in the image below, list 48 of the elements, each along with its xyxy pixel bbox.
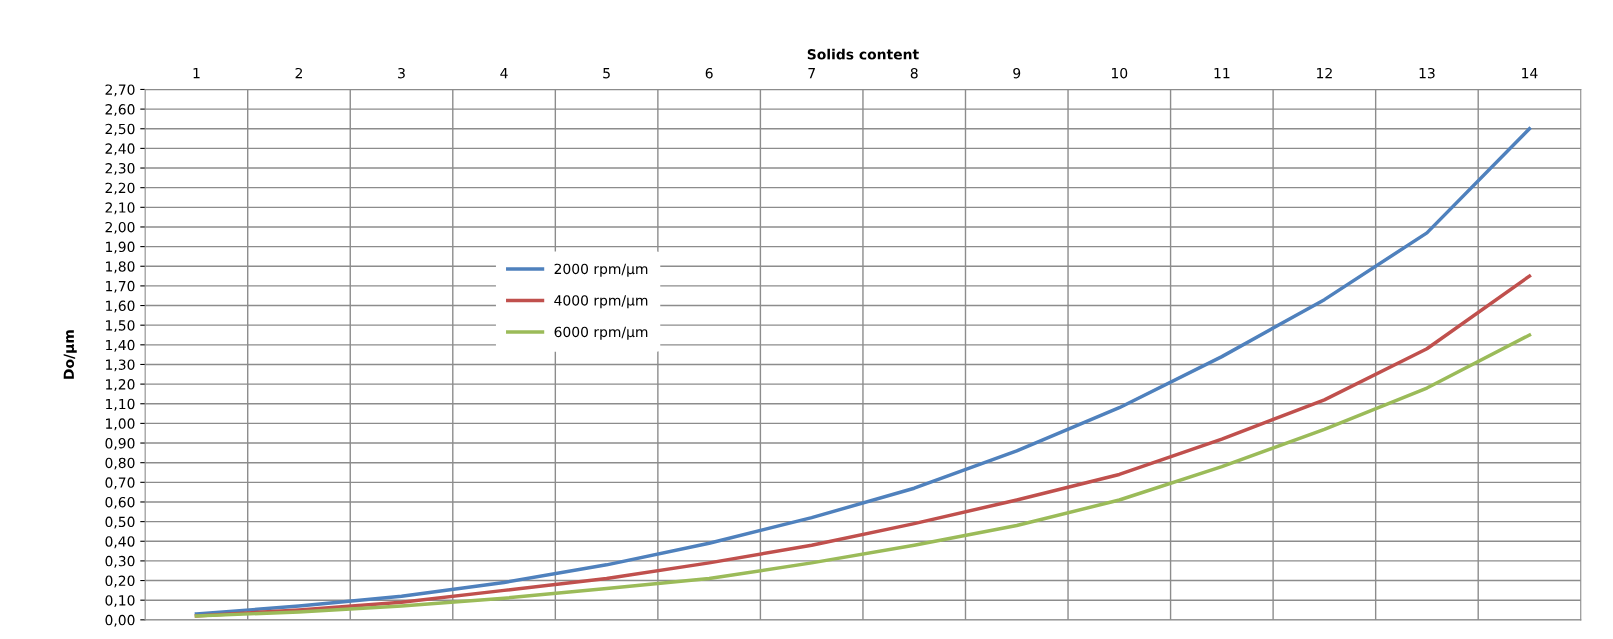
x-tick-label: 14 <box>1522 68 1538 79</box>
x-tick-label: 12 <box>1317 67 1332 79</box>
x-tick-label: 8 <box>910 67 918 79</box>
y-tick-label: 1,00 <box>106 418 135 431</box>
x-tick-label: 13 <box>1419 67 1435 79</box>
y-tick-label: 0,60 <box>105 496 135 509</box>
legend-label: 6000 rpm/µm <box>554 326 648 340</box>
y-tick-label: 2,50 <box>105 123 135 136</box>
x-tick-label: 7 <box>808 68 815 79</box>
y-tick-label: 2,40 <box>105 143 135 156</box>
y-tick-label: 2,70 <box>105 84 135 97</box>
y-tick-label: 0,80 <box>105 457 135 470</box>
y-tick-label: 1,60 <box>106 300 135 313</box>
y-tick-label: 1,50 <box>106 320 135 333</box>
x-tick-label: 2 <box>295 67 303 79</box>
y-tick-label: 1,30 <box>106 359 135 372</box>
y-tick-label: 1,20 <box>106 379 135 391</box>
y-tick-label: 0,00 <box>105 614 135 627</box>
y-tick-label: 1,90 <box>106 241 135 254</box>
y-tick-label: 2,00 <box>105 221 135 234</box>
x-tick-label: 9 <box>1013 67 1021 79</box>
y-tick-label: 1,40 <box>106 339 135 352</box>
x-tick-label: 10 <box>1112 67 1128 79</box>
y-tick-label: 0,10 <box>105 595 135 608</box>
x-tick-label: 11 <box>1214 68 1230 79</box>
y-tick-label: 2,20 <box>105 182 135 195</box>
y-tick-label: 0,50 <box>105 516 135 529</box>
y-tick-label: 1,10 <box>106 398 135 411</box>
y-tick-label: 1,80 <box>106 261 135 274</box>
y-tick-label: 0,70 <box>105 477 135 490</box>
y-tick-label: 0,40 <box>105 536 135 549</box>
x-tick-label: 6 <box>705 67 713 79</box>
y-axis-title: Do/µm <box>63 330 77 379</box>
x-tick-label: 3 <box>398 67 405 79</box>
y-tick-label: 2,30 <box>105 163 135 175</box>
y-tick-label: 0,30 <box>105 555 135 568</box>
legend-label: 2000 rpm/µm <box>554 263 648 277</box>
line-series <box>194 127 1532 616</box>
y-tick-label: 0,90 <box>105 438 135 450</box>
y-tick-label: 2,60 <box>105 104 135 116</box>
y-tick-label: 2,10 <box>105 202 135 215</box>
x-tick-label: 5 <box>603 68 610 79</box>
x-axis-title: Solids content <box>807 48 919 60</box>
y-tick-label: 0,20 <box>105 575 135 588</box>
x-tick-label: 4 <box>500 68 508 79</box>
x-tick-label: 1 <box>193 68 200 79</box>
legend-label: 4000 rpm/µm <box>554 295 648 309</box>
y-tick-label: 1,70 <box>106 280 135 293</box>
